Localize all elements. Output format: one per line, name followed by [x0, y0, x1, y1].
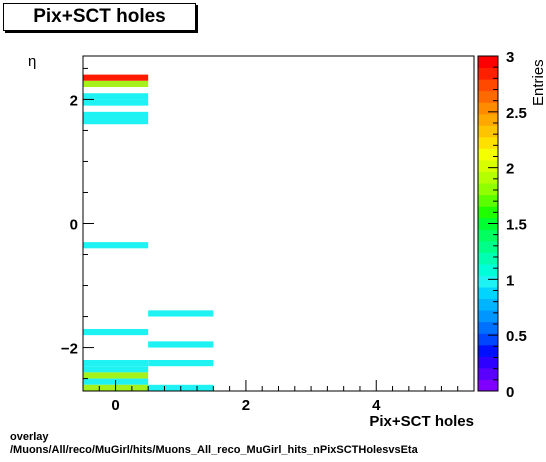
palette-band	[478, 67, 498, 80]
y-axis: −2 0 2	[61, 67, 94, 380]
heatmap-cells	[83, 74, 214, 391]
heatmap-cell	[83, 80, 149, 88]
footer: overlay /Muons/All/reco/MuGirl/hits/Muon…	[10, 431, 418, 457]
palette-band	[478, 56, 498, 69]
palette-band	[478, 125, 498, 138]
heatmap-cell	[83, 99, 149, 106]
palette-band	[478, 159, 498, 173]
z-tick-label: 0.5	[506, 328, 527, 345]
x-axis: 0 2 4	[82, 380, 475, 414]
z-axis: 0 0.5 1 1.5 2 2.5 3	[488, 49, 527, 401]
heatmap-cell	[148, 341, 214, 348]
palette-band	[478, 252, 498, 265]
heatmap-cell	[83, 372, 149, 379]
x-tick-label: 2	[242, 397, 250, 414]
palette-band	[478, 148, 498, 161]
heatmap-cell	[83, 118, 149, 125]
x-tick-label: 0	[111, 397, 119, 414]
z-tick-label: 2	[506, 161, 514, 178]
x-axis-title: Pix+SCT holes	[369, 413, 474, 430]
palette-band	[478, 229, 498, 242]
z-tick-label: 3	[506, 49, 514, 66]
palette-band	[478, 344, 498, 357]
plot-frame	[82, 55, 475, 392]
palette-band	[478, 183, 498, 196]
palette-band	[478, 194, 498, 207]
heatmap-cell	[148, 359, 214, 367]
heatmap-cell	[83, 242, 149, 249]
palette-band	[478, 113, 498, 126]
palette-band	[478, 333, 498, 346]
palette-band	[478, 102, 498, 115]
chart-title: Pix+SCT holes	[3, 3, 196, 31]
palette-band	[478, 287, 498, 300]
palette-band	[478, 367, 498, 380]
color-palette	[477, 55, 499, 392]
z-axis-title: Entries	[530, 59, 546, 106]
z-tick-label: 1	[506, 272, 514, 289]
x-tick-label: 4	[372, 397, 381, 414]
palette-band	[478, 79, 498, 92]
y-axis-title: η	[28, 53, 36, 70]
palette-band	[478, 356, 498, 369]
palette-band	[478, 240, 498, 253]
palette-band	[478, 206, 498, 219]
heatmap-cell	[83, 74, 149, 81]
palette-band	[478, 321, 498, 334]
z-tick-label: 1.5	[506, 217, 527, 234]
y-tick-label: 0	[70, 217, 78, 234]
palette-band	[478, 379, 498, 392]
palette-band	[478, 90, 498, 103]
heatmap-cell	[83, 359, 149, 367]
heatmap-cell	[83, 328, 149, 336]
z-tick-label: 2.5	[506, 105, 527, 122]
palette-band	[478, 171, 498, 184]
footer-line-2: /Muons/All/reco/MuGirl/hits/Muons_All_re…	[10, 444, 418, 456]
heatmap-cell	[83, 366, 149, 373]
heatmap-cell	[83, 111, 149, 119]
footer-line-1: overlay	[10, 431, 49, 443]
y-tick-label: 2	[70, 92, 78, 109]
palette-band	[478, 298, 498, 311]
heatmap-cell	[83, 93, 149, 100]
palette-band	[478, 310, 498, 323]
y-tick-label: −2	[61, 341, 78, 358]
palette-band	[478, 275, 498, 288]
palette-band	[478, 136, 498, 149]
z-tick-label: 0	[506, 384, 514, 401]
palette-band	[478, 263, 498, 276]
heatmap-cell	[148, 310, 214, 317]
